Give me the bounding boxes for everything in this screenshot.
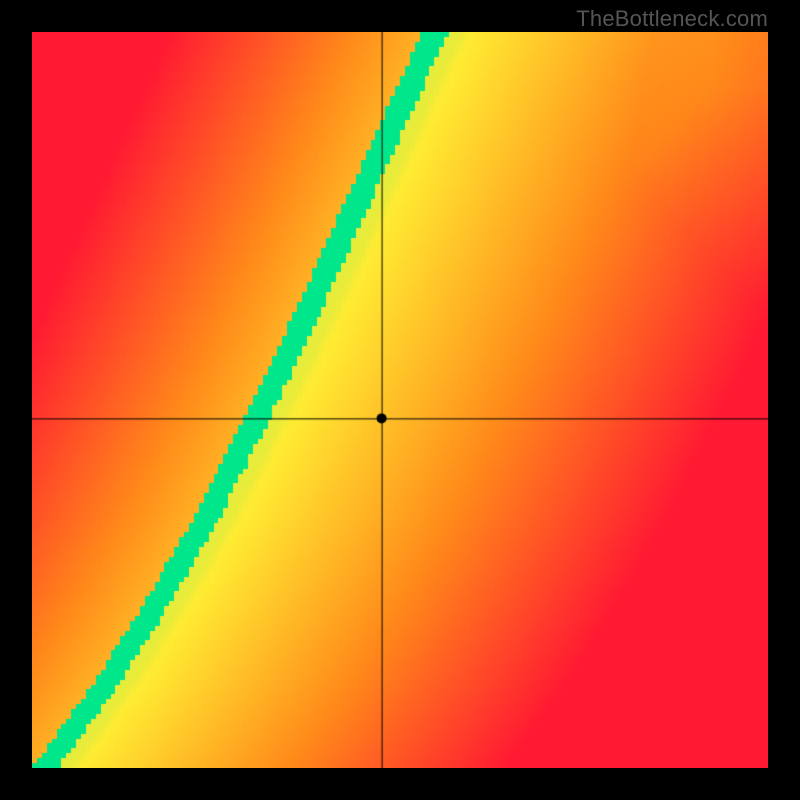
bottleneck-heatmap — [32, 32, 768, 768]
watermark-label: TheBottleneck.com — [576, 6, 768, 32]
plot-area — [32, 32, 768, 768]
chart-container: TheBottleneck.com — [0, 0, 800, 800]
